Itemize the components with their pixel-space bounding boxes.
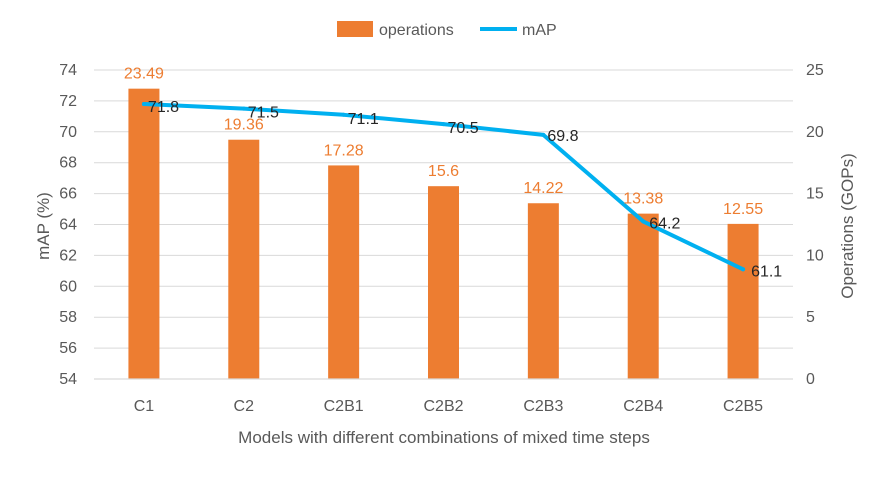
operations-bar (727, 223, 759, 379)
y2-axis-title: Operations (GOPs) (838, 153, 857, 299)
operations-bar (328, 165, 360, 379)
y-tick-label: 54 (59, 371, 77, 388)
y-tick-label: 56 (59, 340, 77, 357)
bar-data-label: 13.38 (623, 191, 663, 208)
line-data-label: 61.1 (751, 263, 782, 280)
x-tick-label: C2 (234, 398, 255, 415)
y-axis-title: mAP (%) (34, 192, 53, 260)
y2-tick-label: 15 (806, 186, 824, 203)
y2-tick-label: 20 (806, 124, 824, 141)
y-tick-label: 70 (59, 124, 77, 141)
line-data-label: 70.5 (448, 120, 479, 137)
map-point (441, 122, 446, 127)
operations-bar (228, 139, 260, 379)
legend-operations-label: operations (379, 22, 454, 39)
x-tick-label: C2B2 (423, 398, 463, 415)
map-point (641, 219, 646, 224)
x-tick-label: C2B5 (723, 398, 763, 415)
y-tick-label: 68 (59, 155, 77, 172)
bar-data-label: 23.49 (124, 66, 164, 83)
line-data-label: 71.1 (348, 111, 379, 128)
axes: 54 56 58 60 62 64 66 68 70 72 74 0 5 10 15 20 25 C1 C2 C2B1… (59, 62, 824, 415)
legend: operations mAP (337, 21, 557, 39)
y-tick-label: 62 (59, 247, 77, 264)
bar-data-label: 12.55 (723, 201, 763, 218)
y2-tick-label: 25 (806, 62, 824, 79)
x-tick-label: C2B3 (523, 398, 563, 415)
legend-operations-swatch (337, 21, 373, 37)
x-tick-label: C2B4 (623, 398, 663, 415)
y2-tick-label: 0 (806, 371, 815, 388)
operations-bar (128, 88, 160, 379)
x-axis-title: Models with different combinations of mi… (238, 428, 650, 447)
legend-map-label: mAP (522, 22, 557, 39)
bar-data-label: 15.6 (428, 163, 459, 180)
line-data-label: 71.8 (148, 99, 179, 116)
y2-tick-label: 10 (806, 247, 824, 264)
map-point (241, 106, 246, 111)
map-point (741, 267, 746, 272)
bar-data-label: 14.22 (523, 180, 563, 197)
y-tick-label: 64 (59, 217, 77, 234)
data-labels: 23.49 19.36 17.28 15.6 14.22 13.38 12.55 71.8 71… (124, 66, 782, 281)
y2-tick-label: 5 (806, 309, 815, 326)
line-data-label: 71.5 (248, 105, 279, 122)
x-tick-label: C1 (134, 398, 155, 415)
y-tick-label: 72 (59, 93, 77, 110)
operations-bar (428, 186, 459, 379)
y-tick-label: 60 (59, 278, 77, 295)
operations-bar (627, 213, 659, 379)
operations-bars (128, 88, 759, 379)
bar-data-label: 19.36 (224, 117, 264, 134)
map-point (541, 132, 546, 137)
y-tick-label: 66 (59, 186, 77, 203)
map-line-layer (141, 101, 746, 272)
line-data-label: 64.2 (649, 215, 680, 232)
line-data-label: 69.8 (547, 128, 578, 145)
y-tick-label: 74 (59, 62, 77, 79)
bar-data-label: 17.28 (324, 142, 364, 159)
map-point (141, 101, 146, 106)
y-tick-label: 58 (59, 309, 77, 326)
operations-bar (527, 203, 559, 379)
x-tick-label: C2B1 (324, 398, 364, 415)
map-point (341, 112, 346, 117)
